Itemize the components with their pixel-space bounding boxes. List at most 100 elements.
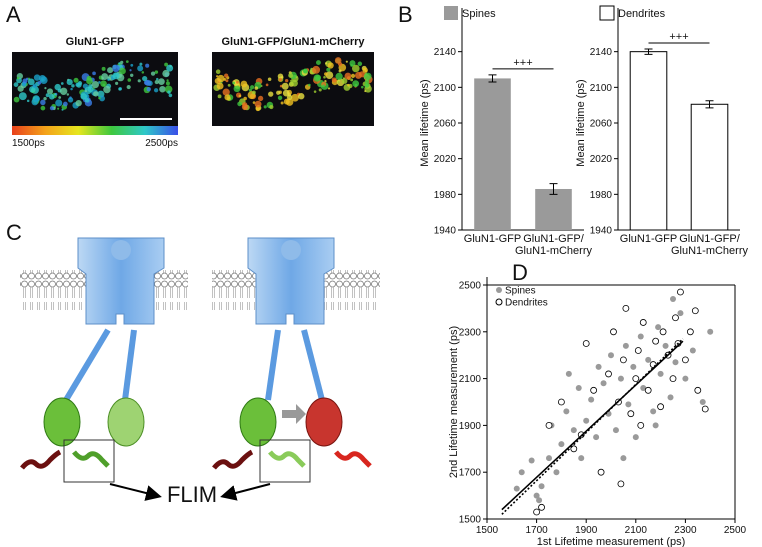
speckle — [84, 97, 90, 103]
speckle — [225, 79, 229, 83]
legend-label: Dendrites — [505, 298, 548, 309]
point — [546, 455, 552, 462]
point — [669, 375, 677, 383]
speckle — [59, 87, 68, 96]
image-title: GluN1-GFP — [66, 36, 125, 48]
speckle — [357, 61, 363, 67]
legend-marker — [444, 6, 458, 20]
x-tick-label: 2300 — [674, 525, 697, 536]
point — [694, 386, 702, 394]
x-tick-label: GluN1-GFP/GluN1-mCherry — [515, 233, 593, 257]
speckle — [164, 85, 173, 94]
speckle — [150, 71, 156, 76]
x-tick-label: GluN1-GFP/GluN1-mCherry — [671, 233, 749, 257]
panel-a: A GluN1-GFP GluN1-GFP/GluN1-mCherry 1500… — [6, 2, 374, 149]
photon-arrows — [20, 449, 372, 470]
speckle — [66, 79, 73, 86]
point — [662, 342, 669, 349]
speckle — [216, 82, 224, 90]
y-tick-label: 1980 — [590, 190, 613, 201]
image-title: GluN1-GFP/GluN1-mCherry — [221, 36, 365, 48]
speckle — [129, 69, 132, 72]
point — [699, 399, 706, 405]
speckle — [119, 67, 126, 75]
y-tick-label: 2300 — [459, 327, 482, 338]
colorbar-label: 1500ps — [12, 138, 45, 149]
speckle — [84, 90, 88, 93]
speckle — [93, 91, 99, 97]
point — [605, 370, 612, 378]
speckle — [352, 80, 360, 87]
error-bar — [705, 100, 714, 109]
speckle — [103, 85, 111, 94]
y-tick-label: 2500 — [459, 281, 482, 292]
legend-label: Spines — [462, 8, 496, 20]
point — [622, 342, 629, 349]
speckle — [265, 83, 269, 87]
point — [645, 356, 652, 363]
x-tick-label: 2100 — [625, 525, 648, 536]
speckle — [46, 88, 54, 95]
point — [545, 421, 553, 429]
speckle — [101, 73, 109, 81]
speckle — [278, 77, 283, 82]
speckle — [351, 64, 360, 73]
significance-label: +++ — [513, 57, 532, 69]
speckle — [347, 83, 350, 87]
point — [637, 421, 645, 429]
speckle — [315, 60, 321, 66]
point — [612, 427, 619, 434]
speckle — [53, 93, 57, 96]
speckle — [16, 76, 20, 80]
point — [682, 356, 689, 364]
speckle — [308, 83, 311, 87]
y-axis-label: Mean lifetime (ps) — [419, 79, 431, 166]
speckle — [91, 80, 99, 89]
point — [578, 455, 585, 462]
point — [652, 337, 660, 345]
y-tick-label: 2140 — [590, 47, 613, 58]
speckle — [165, 81, 170, 86]
y-tick-label: 1940 — [590, 226, 613, 237]
speckle — [67, 97, 74, 103]
speckle — [98, 81, 101, 84]
point — [644, 386, 652, 394]
error-bar — [549, 183, 558, 195]
speckle — [87, 86, 94, 93]
speckle — [364, 79, 370, 84]
point — [701, 405, 709, 413]
panel-c: FLIM — [20, 237, 380, 507]
speckle — [45, 93, 50, 98]
point — [657, 370, 664, 377]
speckle — [283, 98, 290, 105]
point — [652, 422, 659, 429]
y-tick-label: 1900 — [459, 421, 482, 432]
speckle — [33, 74, 41, 81]
point — [637, 333, 644, 340]
point — [533, 492, 540, 499]
y-tick-label: 1980 — [434, 190, 457, 201]
speckle — [107, 78, 110, 81]
point — [634, 347, 642, 354]
fit-line — [501, 340, 684, 511]
speckle — [118, 62, 121, 65]
speckle — [26, 99, 30, 103]
panel-label: A — [6, 2, 21, 27]
speckle — [341, 78, 348, 84]
speckle — [40, 105, 46, 111]
speckle — [37, 80, 42, 85]
point — [558, 441, 565, 448]
arrow — [220, 483, 271, 501]
speckle — [240, 80, 248, 88]
speckle — [73, 77, 79, 83]
speckle — [120, 60, 124, 65]
speckle — [137, 65, 144, 72]
speckle — [345, 60, 348, 63]
bar — [629, 51, 668, 231]
speckle — [364, 90, 367, 93]
y-tick-label: 2140 — [434, 47, 457, 58]
speckle — [58, 96, 62, 99]
point — [575, 384, 582, 391]
bar — [535, 188, 572, 230]
speckle — [127, 78, 132, 82]
